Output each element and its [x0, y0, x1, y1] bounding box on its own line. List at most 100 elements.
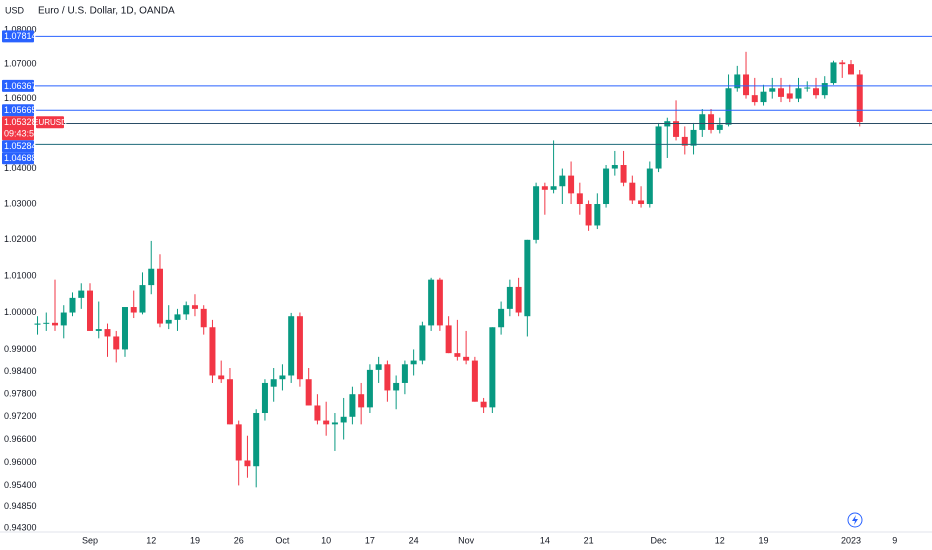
y-tick-label: 0.99000 — [4, 344, 37, 354]
candle-body — [795, 88, 802, 99]
icon-circle[interactable] — [847, 512, 863, 528]
candle-body — [244, 460, 251, 467]
candle-body — [296, 316, 303, 380]
candle-body — [611, 165, 618, 169]
candle-body — [384, 364, 391, 391]
candle-body — [156, 268, 163, 324]
candle-body — [191, 305, 198, 309]
candle-body — [743, 74, 750, 96]
x-tick-label: 21 — [584, 535, 594, 545]
candle-body — [681, 136, 688, 146]
candle-body — [716, 124, 723, 130]
y-tick-label: 1.07000 — [4, 59, 37, 69]
candle-body — [699, 114, 706, 130]
candle-body — [454, 353, 461, 357]
candle-body — [821, 83, 828, 96]
candle-body — [708, 114, 715, 130]
y-tick-label: 1.06000 — [4, 93, 37, 103]
chart-title: Euro / U.S. Dollar, 1D, OANDA — [38, 6, 175, 17]
candle-body — [148, 268, 155, 286]
candle-body — [200, 308, 207, 328]
y-tick-label: 1.08000 — [4, 24, 37, 34]
candle-body — [445, 325, 452, 354]
candle-body — [629, 182, 636, 201]
candle-body — [480, 401, 487, 408]
candle-body — [95, 329, 102, 331]
x-tick-label: 10 — [321, 535, 331, 545]
candle-body — [603, 168, 610, 205]
candle-body — [261, 382, 268, 414]
y-tick-label: 0.97800 — [4, 389, 37, 399]
y-tick-label: 1.03000 — [4, 198, 37, 208]
candle-body — [209, 327, 216, 376]
candle-body — [366, 369, 373, 408]
candle-body — [559, 175, 566, 187]
candle-body — [813, 88, 820, 96]
candle-body — [52, 322, 59, 326]
candle-body — [471, 360, 478, 402]
x-tick-label: 2023 — [841, 535, 861, 545]
x-tick-label: 17 — [365, 535, 375, 545]
candle-body — [524, 239, 531, 317]
y-tick-label: 0.98400 — [4, 366, 37, 376]
candle-body — [498, 308, 505, 328]
y-tick-label: 0.96000 — [4, 457, 37, 467]
candle-body — [139, 285, 146, 313]
level-label-box — [2, 30, 34, 43]
candle-body — [655, 126, 662, 169]
candle-body — [830, 62, 837, 84]
candle-body — [43, 322, 50, 324]
y-tick-label: 0.97200 — [4, 411, 37, 421]
candle-body — [34, 323, 41, 325]
candle-body — [270, 379, 277, 387]
symbol-tag-box — [36, 116, 64, 129]
y-tick-label: 0.94850 — [4, 501, 37, 511]
lightning-icon[interactable] — [847, 512, 863, 528]
symbol-tag: EURUSD — [33, 118, 67, 127]
candle-body — [620, 165, 627, 183]
x-tick-label: 19 — [190, 535, 200, 545]
candle-body — [515, 286, 522, 313]
candle-body — [165, 319, 172, 324]
candle-body — [856, 74, 863, 122]
candle-body — [786, 93, 793, 99]
x-tick-label: Dec — [651, 535, 668, 545]
candle-body — [436, 279, 443, 326]
candle-body — [725, 88, 732, 125]
x-tick-label: 12 — [715, 535, 725, 545]
candle-body — [323, 420, 330, 425]
y-tick-label: 0.94300 — [4, 522, 37, 532]
candle-body — [690, 129, 697, 146]
candle-body — [568, 175, 575, 194]
candle-body — [734, 74, 741, 89]
candle-body — [183, 305, 190, 315]
candle-body — [113, 336, 120, 350]
price-label-box — [2, 116, 34, 141]
icon-bolt[interactable] — [852, 515, 858, 525]
level-label: 1.05284 — [4, 141, 37, 151]
candle-body — [401, 364, 408, 383]
candle-body — [87, 290, 93, 331]
candle-body — [235, 424, 242, 461]
candle-body — [804, 87, 811, 89]
candle-body — [60, 312, 67, 326]
price-label: 1.05328 — [4, 117, 37, 127]
candle-body — [839, 62, 846, 65]
candle-body — [174, 314, 181, 320]
x-tick-label: 26 — [234, 535, 244, 545]
candle-body — [769, 88, 776, 92]
currency: USD — [5, 5, 25, 15]
candle-body — [428, 279, 435, 326]
level-label: 1.06367 — [4, 81, 37, 91]
candle-body — [533, 186, 540, 240]
x-tick-label: Oct — [275, 535, 290, 545]
x-tick-label: 12 — [146, 535, 156, 545]
candle-body — [340, 416, 347, 423]
y-tick-label: 1.04000 — [4, 163, 37, 173]
y-tick-label: 1.02000 — [4, 234, 37, 244]
candle-body — [751, 95, 758, 103]
candle-body — [594, 204, 601, 226]
candle-body — [585, 204, 592, 226]
candle-body — [69, 297, 76, 313]
